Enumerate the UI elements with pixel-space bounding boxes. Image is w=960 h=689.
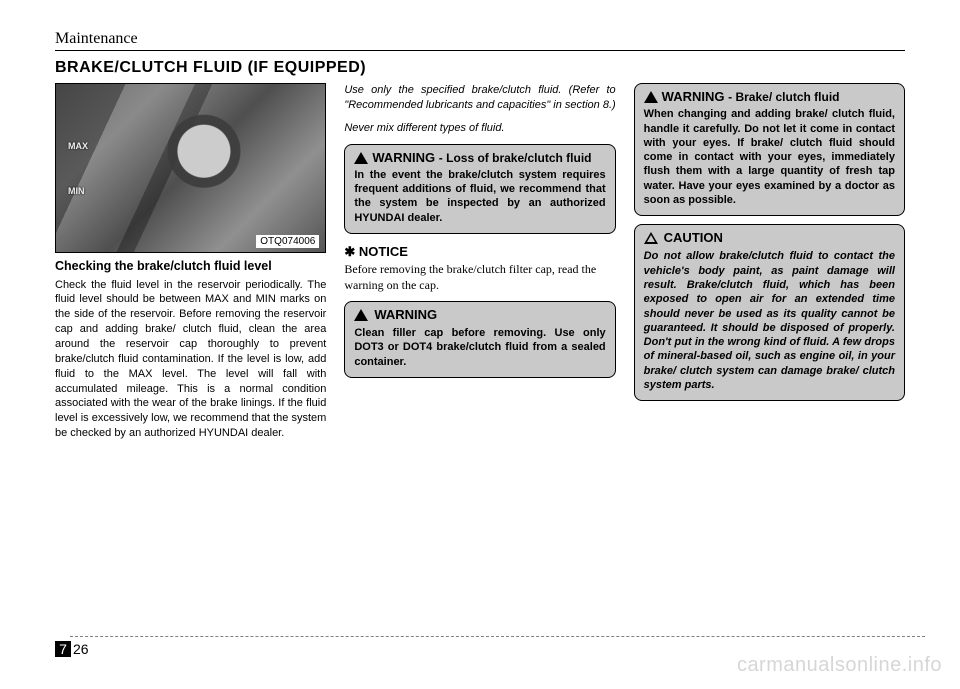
max-label: MAX: [68, 142, 88, 151]
notice-label-text: NOTICE: [359, 244, 408, 259]
chapter-number: 7: [55, 641, 71, 657]
caution-icon: [644, 232, 658, 244]
watermark: carmanualsonline.info: [737, 654, 942, 677]
page: Maintenance BRAKE/CLUTCH FLUID (IF EQUIP…: [0, 0, 960, 441]
subheading: Checking the brake/clutch fluid level: [55, 259, 326, 275]
warning-loss-box: WARNING - Loss of brake/clutch fluid In …: [344, 144, 615, 234]
warning-fluid-title: WARNING - Brake/ clutch fluid: [644, 90, 895, 104]
warning-sub: - Loss of brake/clutch fluid: [439, 151, 592, 165]
caution-label: CAUTION: [664, 231, 723, 246]
page-number-value: 26: [73, 641, 89, 657]
notice-symbol: ✱: [344, 244, 355, 259]
columns: MAX MIN OTQ074006 Checking the brake/clu…: [55, 83, 905, 441]
intro-italic-1: Use only the specified brake/clutch flui…: [344, 83, 615, 113]
warning-fluid-body: When changing and adding brake/ clutch f…: [644, 107, 895, 207]
notice-body: Before removing the brake/clutch filter …: [344, 262, 615, 293]
warning-icon: [354, 152, 368, 164]
caution-body: Do not allow brake/clutch fluid to conta…: [644, 249, 895, 392]
warning-icon: [354, 309, 368, 321]
notice-heading: ✱ NOTICE: [344, 244, 615, 260]
warning-label: WARNING: [374, 308, 437, 323]
intro-italic-2: Never mix different types of fluid.: [344, 121, 615, 136]
warning-fluid-box: WARNING - Brake/ clutch fluid When chang…: [634, 83, 905, 216]
min-label: MIN: [68, 187, 88, 196]
column-middle: Use only the specified brake/clutch flui…: [344, 83, 615, 441]
warning-loss-title: WARNING - Loss of brake/clutch fluid: [354, 151, 605, 165]
warning-filler-box: WARNING Clean filler cap before removing…: [344, 301, 615, 378]
body-text: Check the fluid level in the reservoir p…: [55, 278, 326, 441]
engine-figure: MAX MIN OTQ074006: [55, 83, 326, 253]
page-number: 726: [55, 641, 89, 657]
column-right: WARNING - Brake/ clutch fluid When chang…: [634, 83, 905, 441]
warning-filler-body: Clean filler cap before removing. Use on…: [354, 326, 605, 369]
warning-label: WARNING: [662, 89, 725, 104]
warning-sub: - Brake/ clutch fluid: [728, 90, 839, 104]
caution-title: CAUTION: [644, 231, 895, 246]
warning-label: WARNING: [372, 150, 435, 165]
warning-icon: [644, 91, 658, 103]
reservoir-labels: MAX MIN: [68, 142, 88, 196]
column-left: MAX MIN OTQ074006 Checking the brake/clu…: [55, 83, 326, 441]
figure-code: OTQ074006: [256, 235, 319, 248]
running-head: Maintenance: [55, 30, 905, 51]
warning-loss-body: In the event the brake/clutch system req…: [354, 168, 605, 225]
section-title: BRAKE/CLUTCH FLUID (IF EQUIPPED): [55, 59, 905, 77]
caution-box: CAUTION Do not allow brake/clutch fluid …: [634, 224, 905, 401]
footer-divider: [70, 636, 925, 637]
warning-filler-title: WARNING: [354, 308, 605, 323]
